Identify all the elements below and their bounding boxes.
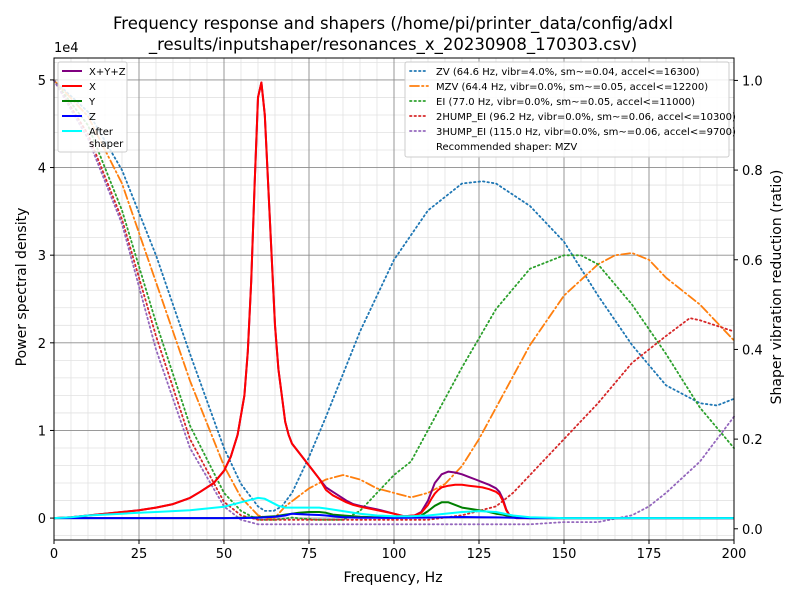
legend-right-label: ZV (64.6 Hz, vibr=4.0%, sm~=0.04, accel<…	[436, 67, 700, 78]
y2-tick-label: 0.2	[742, 433, 763, 448]
y-offset-text: 1e4	[54, 41, 79, 56]
legend-right-label: 2HUMP_EI (96.2 Hz, vibr=0.0%, sm~=0.06, …	[436, 112, 736, 123]
x-tick-label: 100	[382, 547, 407, 562]
y2-axis-label: Shaper vibration reduction (ratio)	[769, 170, 785, 405]
psd-curve-after-shaper	[53, 496, 734, 520]
legend-right-label: Recommended shaper: MZV	[436, 142, 577, 153]
shaper-curve-3hump-ei	[53, 79, 735, 526]
x-tick-label: 125	[467, 547, 492, 562]
y-tick-label: 2	[38, 337, 46, 352]
legend-left-label: X	[89, 82, 96, 93]
y2-tick-label: 0.4	[742, 343, 763, 358]
legend-left-box	[57, 61, 128, 153]
x-tick-label: 200	[722, 547, 747, 562]
chart-title: Frequency response and shapers (/home/pi…	[113, 14, 673, 55]
legend-right-label: 3HUMP_EI (115.0 Hz, vibr=0.0%, sm~=0.06,…	[436, 127, 736, 138]
y-tick-label: 3	[38, 249, 46, 264]
title-line-2: _results/inputshaper/resonances_x_202309…	[148, 35, 637, 55]
legend-left-label: After	[89, 127, 114, 138]
legend-left-label: shaper	[89, 139, 124, 150]
x-tick-label: 25	[131, 547, 148, 562]
shaper-curve-2hump-ei	[53, 79, 735, 521]
y-axis-label: Power spectral density	[14, 208, 30, 367]
plot-area: 0 25 50 75 100 125 150 175 200 0 1 2 3 4 5 0.0 0.2 0.4 0.6…	[38, 57, 763, 562]
y2-tick-label: 0.8	[742, 164, 763, 179]
x-tick-label: 50	[216, 547, 233, 562]
shaper-curve-mzv	[53, 79, 735, 521]
x-tick-label: 0	[50, 547, 58, 562]
psd-curve-x	[53, 81, 734, 520]
y-tick-label: 0	[38, 512, 46, 527]
psd-curve-z	[54, 512, 734, 520]
y-tick-label: 5	[38, 74, 46, 89]
legend-left-label: X+Y+Z	[89, 67, 126, 78]
x-tick-label: 150	[552, 547, 577, 562]
legend-left-label: Z	[89, 112, 96, 123]
y-tick-label: 4	[38, 162, 46, 177]
y-tick-label: 1	[38, 424, 46, 439]
y2-tick-label: 1.0	[742, 74, 763, 89]
x-tick-label: 175	[637, 547, 662, 562]
shaper-curve-ei	[53, 79, 735, 521]
title-line-1: Frequency response and shapers (/home/pi…	[113, 14, 673, 34]
y2-tick-label: 0.0	[742, 523, 763, 538]
legend-right-box	[404, 61, 730, 158]
legend-right-label: EI (77.0 Hz, vibr=0.0%, sm~=0.05, accel<…	[436, 97, 695, 108]
legend-right-label: MZV (64.4 Hz, vibr=0.0%, sm~=0.05, accel…	[436, 82, 708, 93]
x-tick-label: 75	[301, 547, 318, 562]
shaper-curve-zv	[53, 79, 735, 512]
x-axis-label: Frequency, Hz	[343, 570, 442, 586]
legend-left-label: Y	[88, 97, 96, 108]
y2-tick-label: 0.6	[742, 254, 763, 269]
